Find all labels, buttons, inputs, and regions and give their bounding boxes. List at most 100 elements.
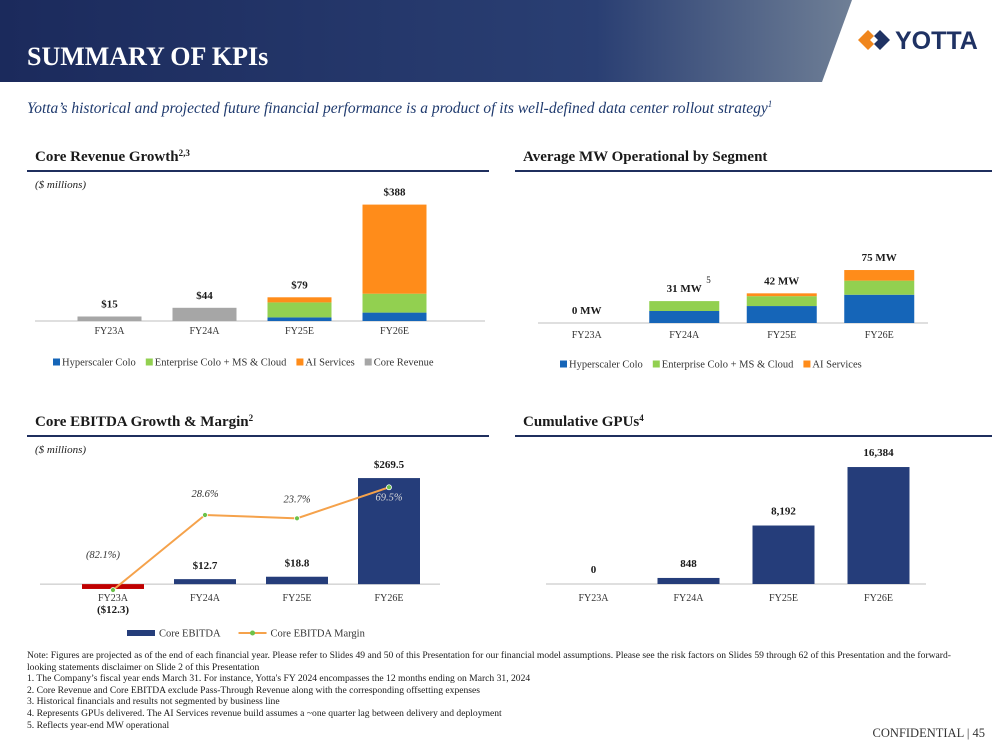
legend-label: Hyperscaler Colo <box>62 358 136 369</box>
legend-label: Core EBITDA Margin <box>271 629 366 640</box>
value-label: 0 <box>591 564 597 576</box>
margin-marker <box>202 512 208 518</box>
x-tick-label: FY23A <box>98 593 129 604</box>
x-tick-label: FY26E <box>375 593 404 604</box>
x-tick-label: FY24A <box>669 330 700 341</box>
chart-title: Cumulative GPUs4 <box>523 413 644 430</box>
legend-swatch <box>652 360 660 368</box>
legend-label: AI Services <box>812 360 861 371</box>
legend-swatch <box>803 360 811 368</box>
bar-segment <box>746 293 817 297</box>
total-label: $44 <box>196 290 213 302</box>
legend-swatch <box>296 358 304 366</box>
bar-segment <box>362 293 427 313</box>
subtitle-text: Yotta’s historical and projected future … <box>27 100 768 117</box>
x-tick-label: FY23A <box>572 330 603 341</box>
header-title: SUMMARY OF KPIs <box>27 42 268 71</box>
value-label: $18.8 <box>285 558 310 570</box>
legend-swatch <box>53 358 60 366</box>
total-label: $388 <box>384 187 407 199</box>
bar-segment <box>267 302 332 318</box>
x-tick-label: FY23A <box>94 326 125 337</box>
legend-label: AI Services <box>305 358 354 369</box>
bar <box>847 467 910 584</box>
value-label: 8,192 <box>771 506 796 518</box>
legend-swatch <box>127 630 155 636</box>
legend-label: Core Revenue <box>374 358 434 369</box>
bar <box>752 525 815 584</box>
title-superscript: 2,3 <box>179 148 191 158</box>
total-label: 42 MW <box>764 275 799 287</box>
total-label: 75 MW <box>862 252 897 264</box>
logo-text: YOTTA <box>895 27 978 55</box>
legend-marker <box>250 630 256 636</box>
margin-marker <box>386 484 392 491</box>
legend-label: Hyperscaler Colo <box>569 360 643 371</box>
x-tick-label: FY23A <box>578 593 609 604</box>
notes: Note: Figures are projected as of the en… <box>27 650 967 731</box>
margin-line <box>112 486 390 591</box>
margin-label: (82.1%) <box>86 550 121 561</box>
bar <box>266 576 328 585</box>
total-label: 31 MW <box>667 283 702 295</box>
note: 4. Represents GPUs delivered. The AI Ser… <box>27 707 502 719</box>
value-label: 848 <box>680 558 697 570</box>
x-tick-label: FY26E <box>865 330 894 341</box>
bar <box>82 584 144 589</box>
margin-label: 28.6% <box>191 489 218 500</box>
bar-segment <box>844 280 915 295</box>
bar-segment <box>746 296 817 307</box>
subtitle-superscript: 1 <box>768 99 773 109</box>
legend-label: Enterprise Colo + MS & Cloud <box>155 358 287 369</box>
title-text: Core EBITDA Growth & Margin <box>35 414 249 430</box>
value-label: $12.7 <box>193 560 218 572</box>
bar-segment <box>649 310 720 323</box>
legend-swatch <box>145 358 153 366</box>
margin-label: 23.7% <box>283 494 310 505</box>
note: 3. Historical financials and results not… <box>27 696 280 708</box>
footer: CONFIDENTIAL | 45 <box>873 726 985 740</box>
title-text: Cumulative GPUs <box>523 414 639 430</box>
title-superscript: 2 <box>249 413 254 423</box>
chart-subtitle: ($ millions) <box>35 179 86 191</box>
legend-swatch <box>364 358 372 366</box>
title-superscript: 4 <box>639 413 644 423</box>
x-tick-label: FY25E <box>285 326 314 337</box>
x-tick-label: FY25E <box>283 593 312 604</box>
bar <box>174 579 236 585</box>
annotation: 5 <box>706 275 711 285</box>
bar-segment <box>649 301 720 311</box>
x-tick-label: FY25E <box>769 593 798 604</box>
subtitle: Yotta’s historical and projected future … <box>27 99 772 117</box>
bar-segment <box>267 317 332 321</box>
bar-segment <box>746 306 817 323</box>
x-tick-label: FY25E <box>767 330 796 341</box>
note: Note: Figures are projected as of the en… <box>27 650 951 673</box>
chart-subtitle: ($ millions) <box>35 444 86 456</box>
margin-marker <box>110 587 116 593</box>
legend-label: Enterprise Colo + MS & Cloud <box>662 360 794 371</box>
legend-swatch <box>560 360 567 368</box>
bar-segment <box>172 307 237 321</box>
x-tick-label: FY26E <box>864 593 893 604</box>
note: 2. Core Revenue and Core EBITDA exclude … <box>27 684 481 696</box>
x-tick-label: FY24A <box>190 593 221 604</box>
note: 5. Reflects year-end MW operational <box>27 719 170 731</box>
x-tick-label: FY24A <box>673 593 704 604</box>
chart-title: Average MW Operational by Segment <box>523 149 767 165</box>
value-label: ($12.3) <box>97 604 129 616</box>
header-banner <box>0 0 852 82</box>
bar <box>358 478 420 585</box>
margin-marker <box>294 515 300 522</box>
x-tick-label: FY26E <box>380 326 409 337</box>
title-text: Core Revenue Growth <box>35 149 179 165</box>
value-label: $269.5 <box>374 459 405 471</box>
bar <box>657 577 720 584</box>
bar-segment <box>267 297 332 303</box>
total-label: 0 MW <box>572 305 602 317</box>
note: 1. The Company’s fiscal year ends March … <box>27 673 531 685</box>
chart-title: Core EBITDA Growth & Margin2 <box>35 413 254 430</box>
total-label: $15 <box>101 299 118 311</box>
